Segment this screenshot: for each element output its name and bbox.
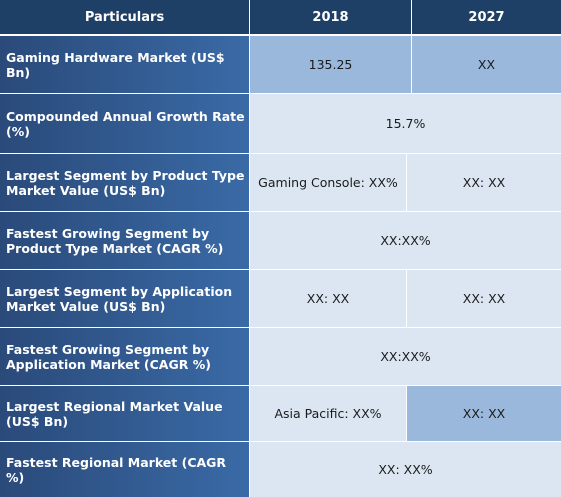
- row-value-2018: Gaming Console: XX%: [250, 154, 406, 211]
- row-label: Fastest Growing Segment by Product Type …: [0, 212, 249, 269]
- header-2018: 2018: [250, 0, 411, 35]
- header-2027: 2027: [412, 0, 561, 35]
- row-value-2018: Asia Pacific: XX%: [250, 386, 406, 441]
- row-label: Largest Regional Market Value (US$ Bn): [0, 386, 249, 441]
- row-label: Largest Segment by Product Type Market V…: [0, 154, 249, 211]
- row-value-2027: XX: XX: [407, 270, 561, 327]
- row-value-merged: XX:XX%: [250, 328, 561, 385]
- row-value-2027: XX: [412, 36, 561, 93]
- row-label: Largest Segment by Application Market Va…: [0, 270, 249, 327]
- row-label: Compounded Annual Growth Rate (%): [0, 94, 249, 153]
- row-value-merged: XX:XX%: [250, 212, 561, 269]
- row-label: Gaming Hardware Market (US$ Bn): [0, 36, 249, 93]
- row-value-2018: XX: XX: [250, 270, 406, 327]
- row-value-merged: XX: XX%: [250, 442, 561, 497]
- row-value-merged: 15.7%: [250, 94, 561, 153]
- row-label: Fastest Growing Segment by Application M…: [0, 328, 249, 385]
- row-label: Fastest Regional Market (CAGR %): [0, 442, 249, 497]
- row-value-2018: 135.25: [250, 36, 411, 93]
- row-value-2027: XX: XX: [407, 386, 561, 441]
- header-particulars: Particulars: [0, 0, 249, 35]
- row-value-2027: XX: XX: [407, 154, 561, 211]
